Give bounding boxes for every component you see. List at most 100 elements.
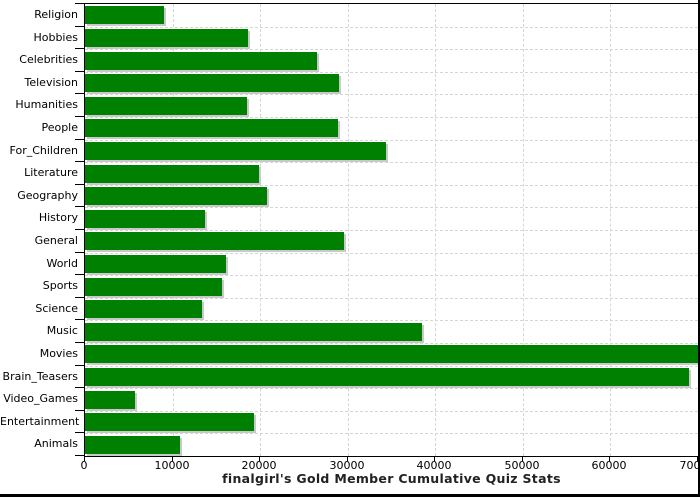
y-axis-tick (75, 410, 84, 411)
y-axis-tick (75, 252, 84, 253)
bar-humanities (85, 96, 247, 115)
gridline-h (85, 252, 698, 254)
category-label: For_Children (9, 143, 78, 157)
y-axis-tick (75, 365, 84, 366)
gridline-h (85, 139, 698, 141)
bar-religion (85, 6, 164, 25)
y-axis-tick (75, 48, 84, 49)
y-axis-tick (75, 26, 84, 27)
category-label: Movies (39, 347, 78, 360)
gridline-h (85, 410, 698, 412)
x-axis-label: 30000 (329, 459, 365, 472)
category-label: People (41, 121, 78, 134)
category-label: Humanities (15, 98, 78, 112)
bar-music (85, 322, 422, 341)
gridline-h (85, 320, 698, 322)
gridline-h (85, 365, 698, 367)
window-border-bottom (0, 494, 700, 497)
gridline-v (435, 4, 437, 456)
bar-for_children (85, 141, 386, 160)
x-axis-label: 50000 (504, 459, 540, 472)
x-axis-tick (522, 456, 523, 461)
gridline-v (260, 4, 262, 456)
x-axis-tick (84, 456, 85, 461)
x-axis-tick (609, 456, 610, 461)
bar-television (85, 74, 339, 93)
bar-movies (85, 345, 698, 364)
gridline-v (522, 4, 524, 456)
gridline-h (85, 49, 698, 51)
plot-area (84, 3, 699, 457)
y-axis-tick (75, 206, 84, 207)
x-axis-label: 40000 (416, 459, 452, 472)
y-axis-tick (75, 93, 84, 94)
category-label: Brain_Teasers (2, 369, 78, 383)
bar-world (85, 254, 226, 273)
category-label: Religion (34, 8, 78, 21)
x-axis-label: 70000 (679, 459, 700, 472)
gridline-h (85, 388, 698, 390)
gridline-v (610, 4, 612, 456)
x-axis-tick (347, 456, 348, 461)
gridline-h (85, 297, 698, 299)
gridline-v (172, 4, 174, 456)
bar-literature (85, 164, 259, 183)
gridline-h (85, 343, 698, 344)
gridline-h (85, 94, 698, 96)
x-axis-tick (434, 456, 435, 461)
x-axis-label: 10000 (154, 459, 190, 472)
y-axis-tick (75, 274, 84, 275)
gridline-v (347, 4, 349, 456)
bar-science (85, 300, 202, 319)
bar-entertainment (85, 413, 254, 432)
bar-history (85, 209, 205, 228)
category-label: Video_Games (3, 392, 78, 406)
y-axis-tick (75, 432, 84, 433)
gridline-h (85, 162, 698, 164)
y-axis-tick (75, 342, 84, 343)
bar-people (85, 119, 338, 138)
gridline-h (85, 184, 698, 186)
category-label: Animals (34, 437, 78, 451)
x-axis-tick (172, 456, 173, 461)
gridline-h (85, 117, 698, 118)
bar-geography (85, 187, 267, 206)
y-axis-tick (75, 229, 84, 230)
x-axis-tick (259, 456, 260, 461)
bar-sports (85, 277, 222, 296)
gridline-h (85, 71, 698, 73)
y-axis-tick (75, 139, 84, 140)
category-label: Music (46, 324, 78, 338)
bar-video_games (85, 390, 135, 409)
x-axis-label: 20000 (241, 459, 277, 472)
bar-general (85, 232, 344, 251)
gridline-h (85, 433, 698, 435)
x-axis-label: 0 (80, 459, 88, 472)
y-axis-tick (75, 3, 84, 4)
gridline-h (85, 26, 698, 28)
gridline-h (85, 207, 698, 209)
bar-animals (85, 435, 180, 454)
y-axis-tick (75, 161, 84, 162)
category-label: Sports (42, 279, 78, 293)
category-label: Celebrities (19, 53, 78, 67)
bar-celebrities (85, 51, 317, 70)
y-axis-tick (75, 71, 84, 72)
gridline-h (85, 230, 698, 231)
y-axis-tick (75, 455, 84, 456)
y-axis-tick (75, 116, 84, 117)
category-label: Literature (24, 166, 78, 180)
x-axis-tick (697, 456, 698, 461)
category-label: Geography (17, 188, 78, 202)
category-label: Science (35, 301, 78, 315)
y-axis-tick (75, 184, 84, 185)
category-label: Hobbies (33, 30, 78, 44)
category-label: General (34, 234, 78, 247)
y-axis-tick (75, 387, 84, 388)
chart-title: finalgirl's Gold Member Cumulative Quiz … (222, 471, 561, 486)
category-label: World (46, 256, 78, 270)
window-border-right (698, 0, 700, 497)
y-axis-tick (75, 319, 84, 320)
category-label: Television (24, 75, 79, 89)
